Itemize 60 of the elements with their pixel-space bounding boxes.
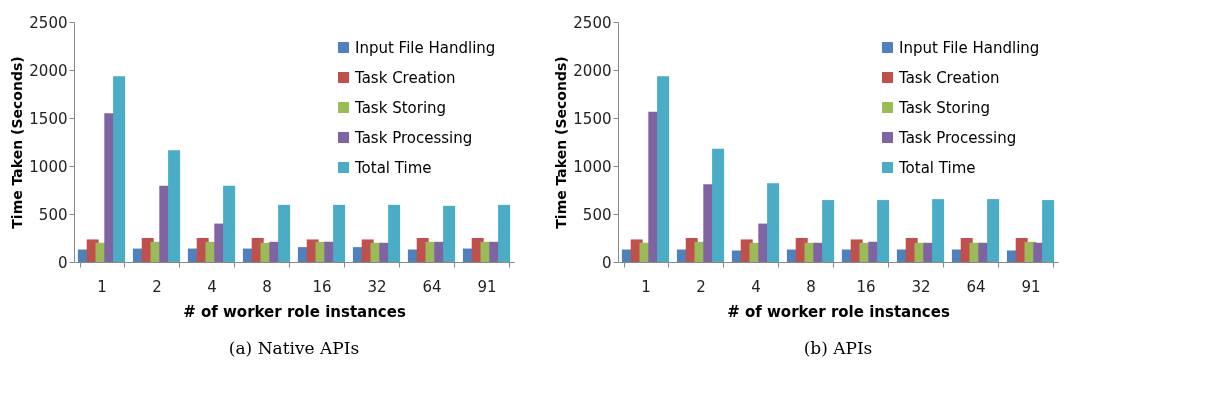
bar — [712, 148, 725, 262]
x-tick-label: 2 — [152, 277, 162, 296]
text: (a) Native APIs — [228, 338, 360, 358]
legend-label: Task Storing — [898, 98, 991, 117]
bar — [1042, 200, 1055, 262]
y-tick-label: 500 — [38, 205, 68, 224]
y-tick-label: 2500 — [29, 13, 68, 32]
y-axis-title: Time Taken (Seconds) — [553, 56, 570, 229]
bar — [767, 183, 780, 262]
text: (b) APIs — [803, 338, 873, 358]
x-tick-label: 16 — [856, 277, 876, 296]
bar — [987, 199, 1000, 262]
y-tick-label: 0 — [57, 253, 68, 272]
x-tick-label: 8 — [262, 277, 272, 296]
y-axis-title: Time Taken (Seconds) — [9, 56, 26, 229]
y-tick-label: 0 — [601, 253, 612, 272]
x-axis-title: # of worker role instances — [727, 302, 950, 321]
legend-label: Total Time — [354, 158, 432, 177]
x-tick-label: 91 — [477, 277, 497, 296]
legend-label: Task Processing — [354, 128, 473, 147]
y-tick-label: 2500 — [573, 13, 612, 32]
bar — [223, 185, 236, 262]
x-tick-label: 64 — [422, 277, 442, 296]
x-tick-label: 1 — [641, 277, 651, 296]
y-tick-label: 1500 — [573, 109, 612, 128]
legend-label: Input File Handling — [355, 38, 496, 57]
y-tick-label: 2000 — [573, 61, 612, 80]
bar — [443, 205, 456, 262]
bar — [168, 150, 181, 262]
x-tick-label: 32 — [367, 277, 387, 296]
legend-label: Total Time — [898, 158, 976, 177]
y-tick-label: 1500 — [29, 109, 68, 128]
bar — [932, 199, 945, 262]
x-tick-label: 1 — [97, 277, 107, 296]
x-axis-title: # of worker role instances — [183, 302, 406, 321]
legend-label: Task Creation — [898, 68, 1000, 87]
x-tick-label: 91 — [1021, 277, 1041, 296]
y-tick-label: 1000 — [573, 157, 612, 176]
legend-label: Task Processing — [898, 128, 1017, 147]
bar — [877, 200, 890, 262]
bar — [113, 76, 126, 262]
x-tick-label: 4 — [207, 277, 217, 296]
y-tick-label: 2000 — [29, 61, 68, 80]
bar — [333, 204, 346, 262]
x-tick-label: 32 — [911, 277, 931, 296]
bar — [657, 76, 670, 262]
y-tick-label: 500 — [582, 205, 612, 224]
x-tick-label: 8 — [806, 277, 816, 296]
legend-label: Task Creation — [354, 68, 456, 87]
legend-label: Task Storing — [354, 98, 447, 117]
x-tick-label: 64 — [966, 277, 986, 296]
bar — [388, 204, 401, 262]
y-tick-label: 1000 — [29, 157, 68, 176]
x-tick-label: 2 — [696, 277, 706, 296]
legend-label: Input File Handling — [899, 38, 1040, 57]
bar — [822, 200, 835, 262]
bar — [498, 204, 511, 262]
x-tick-label: 16 — [312, 277, 332, 296]
x-tick-label: 4 — [751, 277, 761, 296]
bar — [278, 204, 291, 262]
